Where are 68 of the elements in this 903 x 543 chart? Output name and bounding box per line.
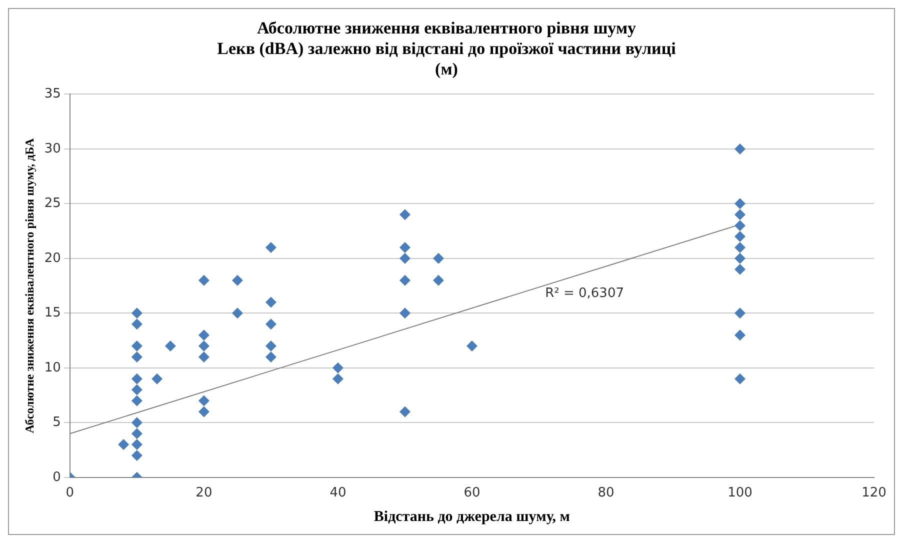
point bbox=[265, 296, 276, 308]
point bbox=[734, 264, 746, 275]
point bbox=[198, 406, 210, 418]
x-tick-label: 100 bbox=[728, 486, 752, 501]
y-tick-label: 20 bbox=[44, 250, 61, 266]
point bbox=[399, 308, 410, 319]
y-tick-label: 15 bbox=[44, 306, 61, 321]
point bbox=[131, 351, 142, 362]
point bbox=[399, 209, 410, 220]
point bbox=[131, 428, 142, 440]
point bbox=[399, 252, 410, 264]
point bbox=[466, 340, 478, 352]
x-tick-label: 80 bbox=[598, 486, 614, 501]
point bbox=[265, 242, 276, 253]
y-axis-title: Абсолютне зниження еквівалентного рівня шуму, дБА bbox=[22, 138, 36, 434]
point bbox=[332, 362, 344, 374]
point bbox=[734, 373, 746, 384]
y-tick-label: 10 bbox=[44, 360, 61, 376]
point bbox=[734, 198, 746, 210]
point bbox=[399, 242, 410, 253]
point bbox=[734, 143, 746, 154]
point bbox=[734, 209, 746, 220]
point bbox=[734, 220, 746, 232]
point bbox=[734, 231, 746, 242]
point bbox=[734, 308, 746, 319]
point bbox=[198, 395, 210, 406]
point bbox=[152, 373, 163, 384]
x-tick-label: 60 bbox=[464, 486, 480, 501]
point bbox=[734, 242, 746, 253]
point bbox=[432, 274, 444, 286]
point bbox=[131, 373, 142, 384]
y-tick-label: 25 bbox=[44, 196, 61, 212]
point bbox=[432, 252, 444, 264]
x-axis-title: Відстань до джерела шуму, м bbox=[374, 508, 570, 525]
point bbox=[332, 373, 344, 384]
point bbox=[198, 340, 210, 352]
y-tick-label: 35 bbox=[44, 86, 61, 102]
x-tick-label: 40 bbox=[330, 486, 346, 501]
point bbox=[131, 417, 142, 428]
point bbox=[164, 340, 176, 352]
point bbox=[131, 395, 142, 406]
point bbox=[131, 450, 142, 462]
y-tick-label: 5 bbox=[52, 415, 61, 430]
point bbox=[265, 351, 276, 362]
point bbox=[399, 406, 410, 418]
y-tick-label: 30 bbox=[44, 141, 61, 156]
point bbox=[118, 439, 130, 450]
point bbox=[131, 308, 142, 319]
point bbox=[198, 330, 210, 341]
point bbox=[131, 439, 142, 450]
point bbox=[399, 274, 410, 286]
point bbox=[232, 274, 243, 286]
point bbox=[131, 318, 142, 330]
y-tick-label: 0 bbox=[52, 470, 61, 485]
point bbox=[232, 308, 243, 319]
point bbox=[734, 252, 746, 264]
x-tick-label: 120 bbox=[862, 486, 886, 501]
x-tick-label: 0 bbox=[66, 486, 74, 501]
x-tick-label: 20 bbox=[196, 486, 212, 501]
annotation: R² = 0,6307 bbox=[545, 286, 624, 301]
point bbox=[198, 351, 210, 362]
point bbox=[198, 274, 210, 286]
point bbox=[131, 340, 142, 352]
point bbox=[265, 318, 276, 330]
point bbox=[131, 384, 142, 396]
point bbox=[265, 340, 276, 352]
chart-title: Абсолютне зниження еквівалентного рівня шуму Lекв (dBA) залежно від відстані до проїзжої частини вулиці (м) bbox=[217, 18, 676, 78]
point bbox=[734, 330, 746, 341]
